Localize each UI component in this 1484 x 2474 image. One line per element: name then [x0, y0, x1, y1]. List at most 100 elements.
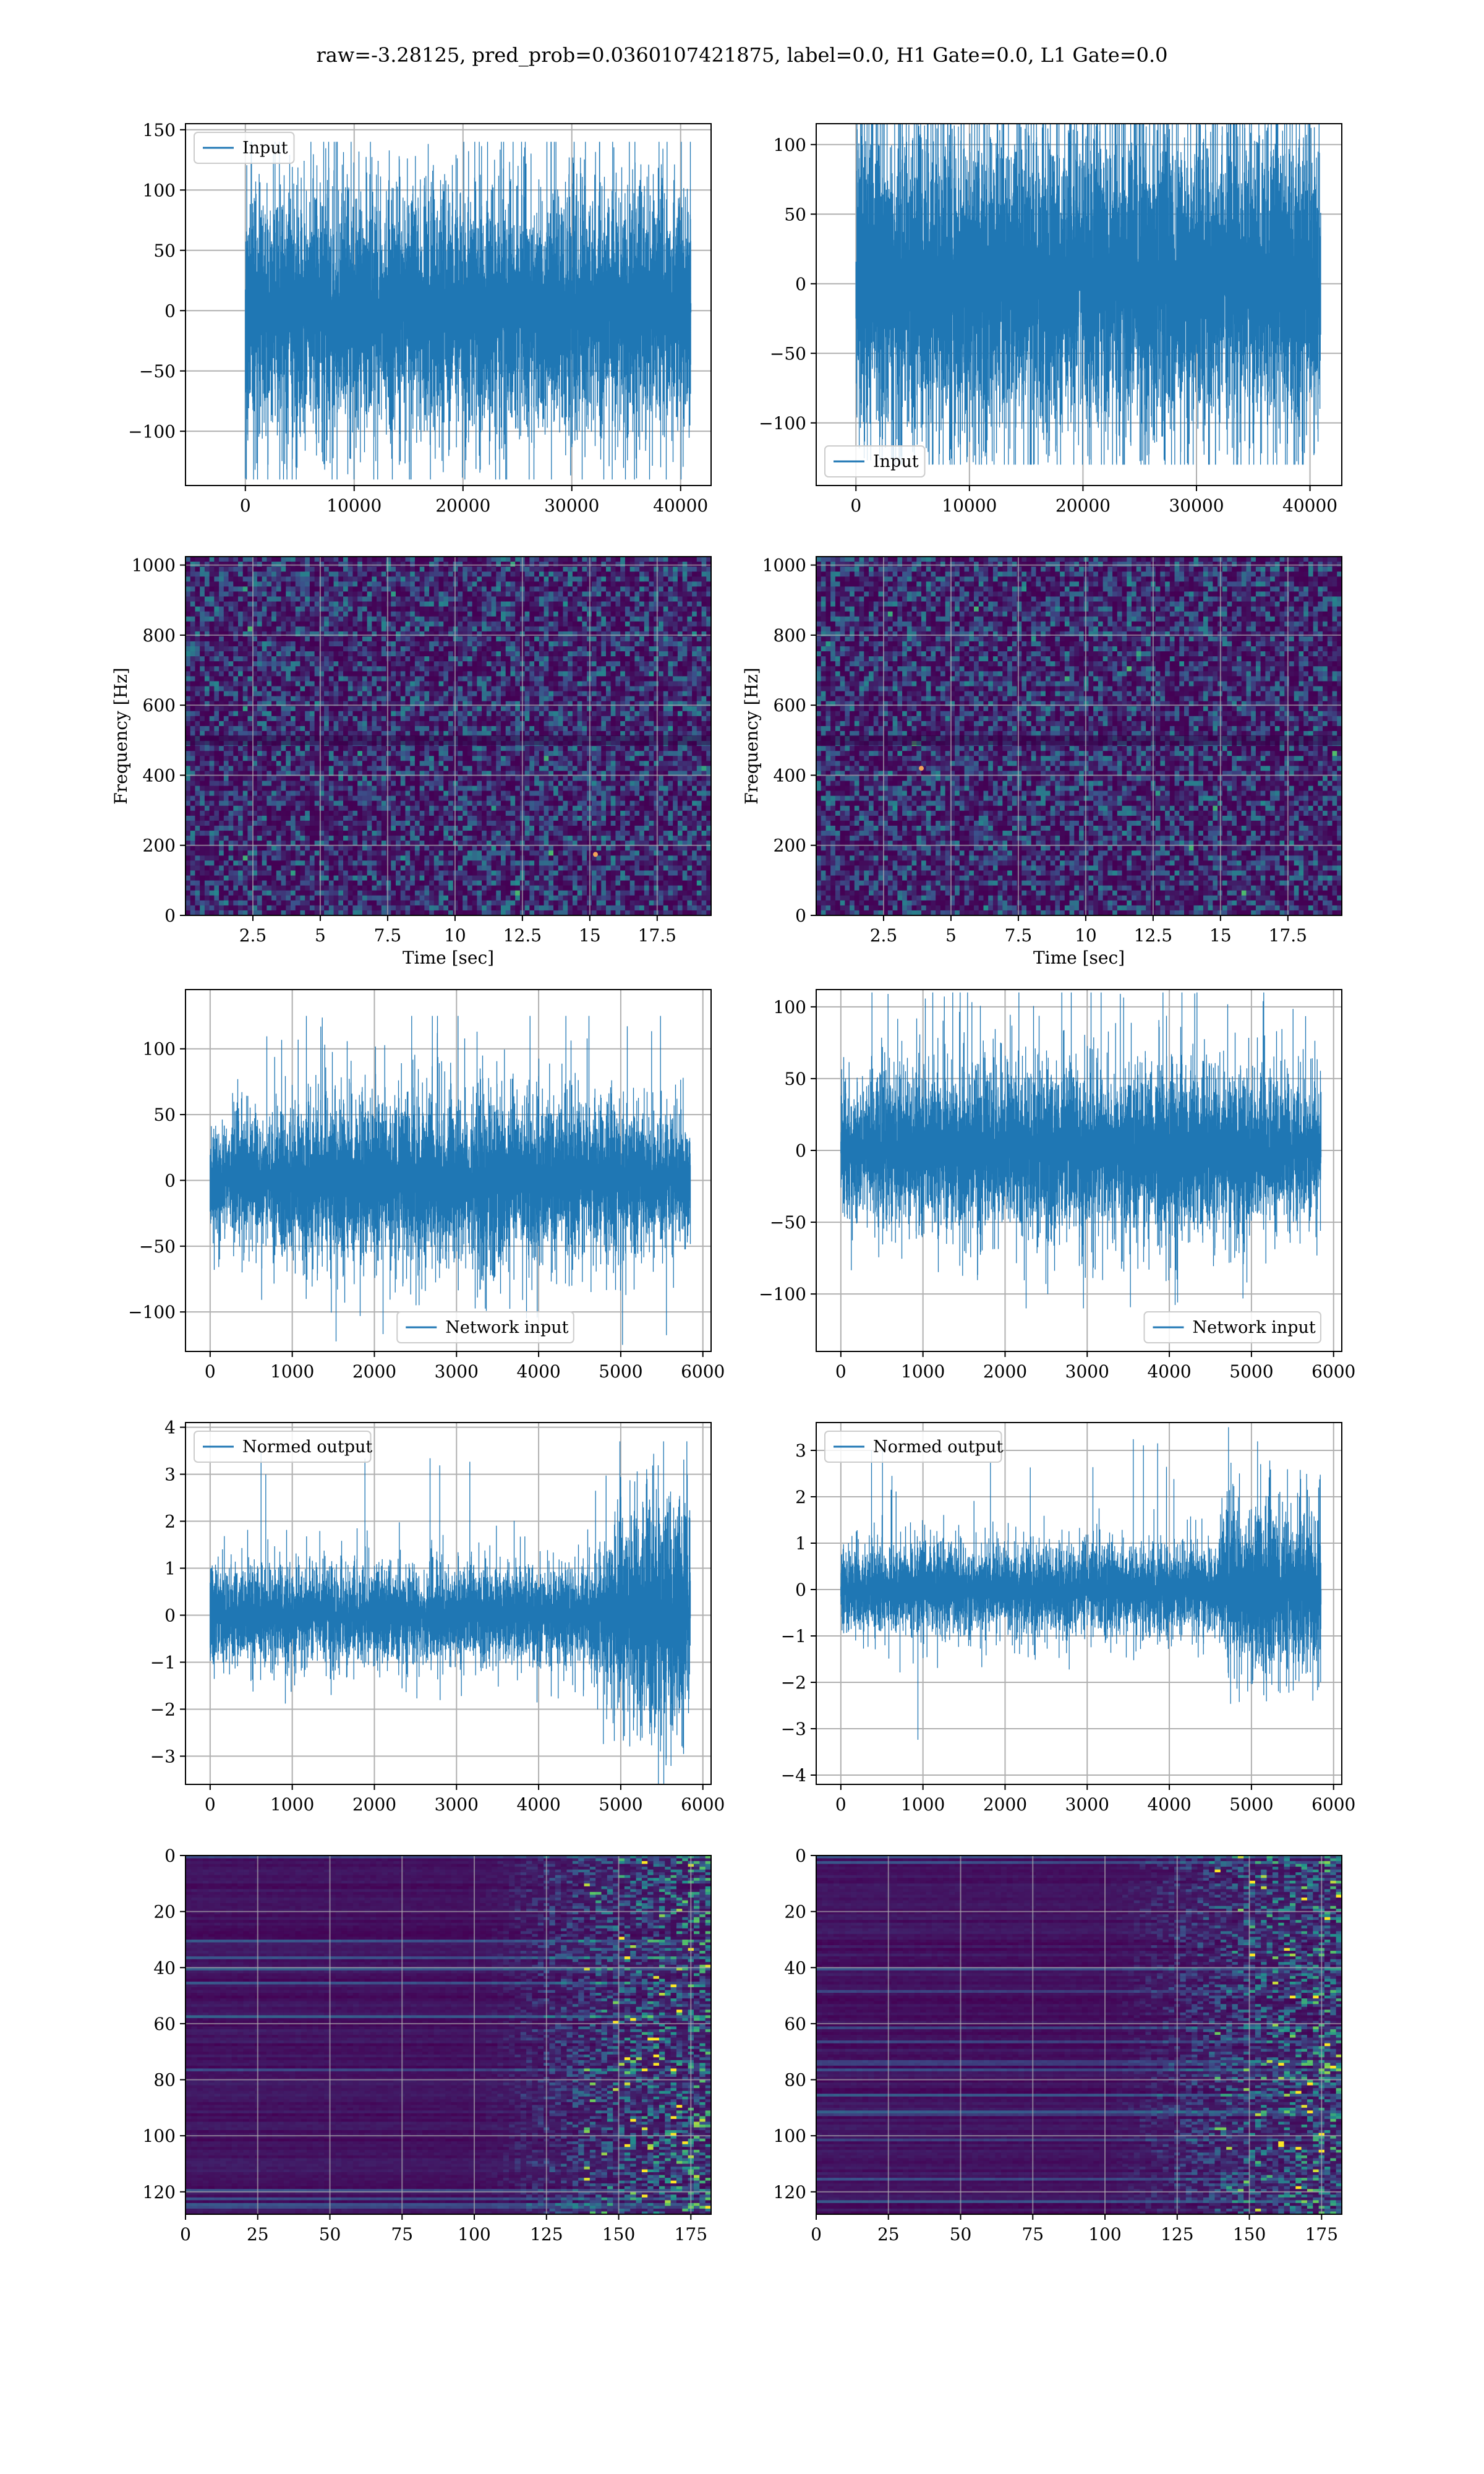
heatmap-cell [291, 656, 296, 662]
heatmap-cell [343, 746, 349, 751]
heatmap-cell [247, 826, 253, 831]
heatmap-cell [386, 810, 391, 816]
heatmap-cell [281, 606, 286, 612]
heatmap-cell [429, 591, 435, 597]
heatmap-cell [400, 686, 406, 692]
heatmap-cell [367, 805, 372, 811]
heatmap-cell [328, 656, 335, 662]
heatmap-cell [386, 721, 391, 727]
heatmap-cell [386, 820, 391, 826]
heatmap-cell [467, 726, 473, 732]
heatmap-cell [357, 831, 363, 836]
heatmap-cell [257, 810, 263, 816]
heatmap-cell [271, 666, 277, 672]
heatmap-cell [505, 611, 511, 617]
heatmap-cell [467, 656, 473, 662]
heatmap-cell [343, 586, 349, 592]
heatmap-cell [281, 771, 286, 777]
heatmap-cell [286, 771, 291, 777]
heatmap-cell [247, 776, 253, 782]
heatmap-cell [405, 596, 411, 602]
heatmap-cell [386, 771, 391, 777]
heatmap-cell [400, 676, 406, 682]
heatmap-cell [319, 567, 325, 572]
heatmap-cell [367, 776, 372, 782]
heatmap-cell [463, 656, 468, 662]
heatmap-cell [352, 651, 358, 657]
heatmap-cell [472, 751, 477, 756]
heatmap-cell [396, 586, 401, 592]
heatmap-cell [505, 875, 511, 881]
heatmap-cell [314, 706, 320, 712]
heatmap-cell [247, 875, 253, 881]
heatmap-cell [300, 875, 305, 881]
heatmap-cell [372, 781, 377, 787]
heatmap-cell [214, 836, 220, 841]
heatmap-cell [505, 905, 511, 911]
heatmap-cell [367, 701, 372, 707]
heatmap-cell [377, 890, 382, 896]
heatmap-cell [348, 626, 354, 632]
heatmap-cell [448, 751, 454, 756]
heatmap-cell [362, 751, 368, 756]
heatmap-cell [204, 646, 210, 652]
heatmap-cell [501, 586, 506, 592]
heatmap-cell [405, 591, 411, 597]
heatmap-cell [472, 616, 477, 622]
heatmap-cell [482, 686, 487, 692]
heatmap-cell [367, 831, 372, 836]
heatmap-cell [443, 631, 449, 637]
heatmap-cell [271, 696, 277, 702]
heatmap-cell [491, 865, 497, 871]
heatmap-cell [195, 910, 200, 915]
heatmap-cell [443, 691, 449, 697]
heatmap-cell [223, 591, 229, 597]
heatmap-cell [333, 875, 339, 881]
heatmap-cell [195, 785, 200, 792]
heatmap-cell [496, 865, 501, 871]
heatmap-cell [271, 810, 277, 816]
heatmap-cell [410, 756, 416, 761]
heatmap-cell [238, 831, 244, 836]
heatmap-cell [233, 676, 239, 682]
heatmap-cell [396, 790, 401, 797]
heatmap-cell [300, 631, 305, 637]
heatmap-cell [186, 730, 191, 737]
heatmap-cell [338, 611, 344, 617]
heatmap-cell [381, 790, 387, 797]
heatmap-cell [433, 586, 440, 592]
heatmap-cell [257, 651, 263, 657]
heatmap-cell [271, 841, 277, 846]
heatmap-cell [501, 776, 506, 782]
heatmap-cell [286, 571, 291, 577]
heatmap-cell [391, 795, 396, 802]
heatmap-cell [429, 711, 435, 717]
heatmap-cell [424, 557, 430, 562]
heatmap-cell [295, 746, 301, 751]
heatmap-cell [324, 596, 330, 602]
heatmap-cell [362, 576, 368, 582]
heatmap-cell [372, 785, 377, 792]
heatmap-cell [357, 880, 363, 886]
heatmap-cell [276, 841, 282, 846]
heatmap-cell [443, 576, 449, 582]
heatmap-cell [443, 666, 449, 672]
heatmap-cell [433, 730, 440, 737]
heatmap-cell [214, 870, 220, 876]
heatmap-cell [324, 781, 330, 787]
heatmap-cell [362, 895, 368, 901]
heatmap-cell [438, 626, 444, 632]
heatmap-cell [319, 810, 325, 816]
heatmap-cell [482, 880, 487, 886]
heatmap-cell [300, 870, 305, 876]
heatmap-cell [276, 567, 282, 572]
heatmap-cell [219, 696, 224, 702]
heatmap-cell [233, 711, 239, 717]
heatmap-cell [238, 596, 244, 602]
heatmap-cell [233, 626, 239, 632]
heatmap-cell [228, 701, 234, 707]
heatmap-cell [396, 581, 401, 587]
heatmap-cell [309, 826, 315, 831]
heatmap-cell [247, 691, 253, 697]
heatmap-cell [419, 696, 425, 702]
